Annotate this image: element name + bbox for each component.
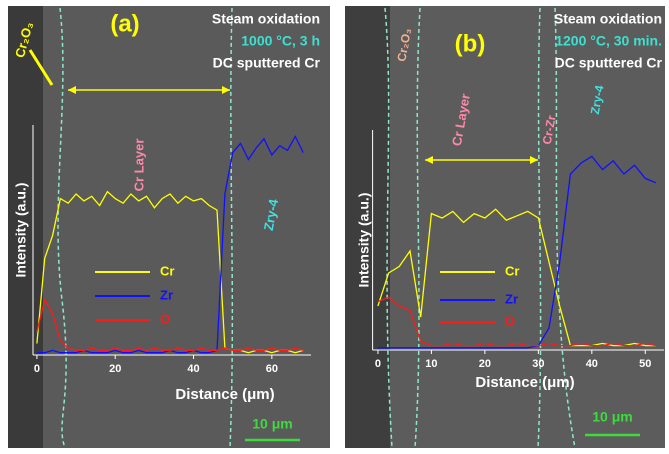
x-tick-label: 10 [425,358,437,370]
condition: DC sputtered Cr [213,55,321,71]
x-tick-label: 40 [586,358,598,370]
panel-label: (b) [455,30,486,57]
panel-label: (a) [110,10,139,37]
legend-label: Cr [505,263,519,278]
condition: 1000 °C, 3 h [241,33,320,49]
x-tick-label: 0 [375,358,381,370]
x-tick-label: 40 [187,363,199,375]
x-tick-label: 0 [34,363,40,375]
x-tick-label: 20 [479,358,491,370]
legend-label: Zr [505,291,518,306]
legend-label: O [505,313,515,328]
legend-label: Zr [160,287,173,302]
y-axis-title: Intensity (a.u.) [13,183,29,278]
scale-bar-label: 10 μm [592,409,632,425]
condition: 1200 °C, 30 min. [555,33,662,49]
legend-label: Cr [160,263,174,278]
x-axis-title: Distance (μm) [475,374,574,391]
x-tick-label: 30 [532,358,544,370]
condition: DC sputtered Cr [555,55,663,71]
y-axis-title: Intensity (a.u.) [356,193,372,288]
x-tick-label: 20 [109,363,121,375]
sem-image [8,6,330,448]
legend-label: O [160,311,170,326]
x-tick-label: 50 [639,358,651,370]
x-tick-label: 60 [266,363,278,375]
condition: Steam oxidation [554,11,662,27]
scale-bar-label: 10 μm [252,416,292,432]
x-axis-title: Distance (μm) [175,386,274,403]
region-label: Cr Layer [131,139,146,192]
condition: Steam oxidation [212,11,320,27]
figure: 0 20 40 60 Cr Zr O (a) Steam oxidation 1000 °C, 3… [0,0,669,454]
